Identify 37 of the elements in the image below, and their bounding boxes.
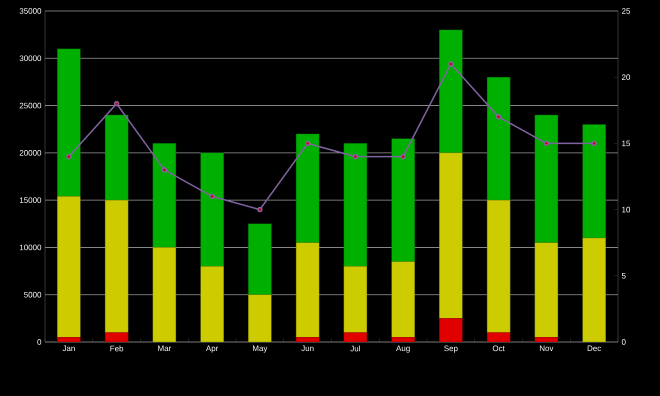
bar bbox=[344, 143, 368, 267]
bar bbox=[486, 77, 510, 200]
bar bbox=[57, 196, 81, 338]
bar bbox=[534, 242, 558, 338]
bar bbox=[391, 138, 415, 262]
bar bbox=[152, 247, 176, 342]
bar bbox=[200, 152, 224, 267]
bar bbox=[104, 114, 128, 200]
point bbox=[66, 154, 72, 160]
bar bbox=[248, 294, 272, 342]
point bbox=[162, 167, 168, 173]
point bbox=[114, 100, 120, 106]
point bbox=[352, 154, 358, 160]
point bbox=[496, 114, 502, 120]
point bbox=[448, 61, 454, 67]
bar bbox=[344, 266, 368, 333]
bar bbox=[104, 200, 128, 333]
point bbox=[257, 206, 263, 212]
bar bbox=[534, 114, 558, 243]
bar bbox=[57, 48, 81, 197]
bar bbox=[439, 30, 463, 154]
point bbox=[304, 140, 310, 146]
bar bbox=[296, 242, 320, 338]
bar bbox=[486, 200, 510, 333]
point bbox=[209, 194, 215, 200]
bar bbox=[439, 152, 463, 319]
bar bbox=[582, 124, 606, 238]
point bbox=[544, 140, 550, 146]
point bbox=[400, 154, 406, 160]
bar bbox=[200, 266, 224, 342]
bar bbox=[296, 134, 320, 243]
bar bbox=[439, 318, 463, 342]
bar bbox=[391, 261, 415, 338]
bar bbox=[248, 224, 272, 295]
point bbox=[591, 140, 597, 146]
bar bbox=[152, 143, 176, 248]
bar bbox=[582, 238, 606, 342]
